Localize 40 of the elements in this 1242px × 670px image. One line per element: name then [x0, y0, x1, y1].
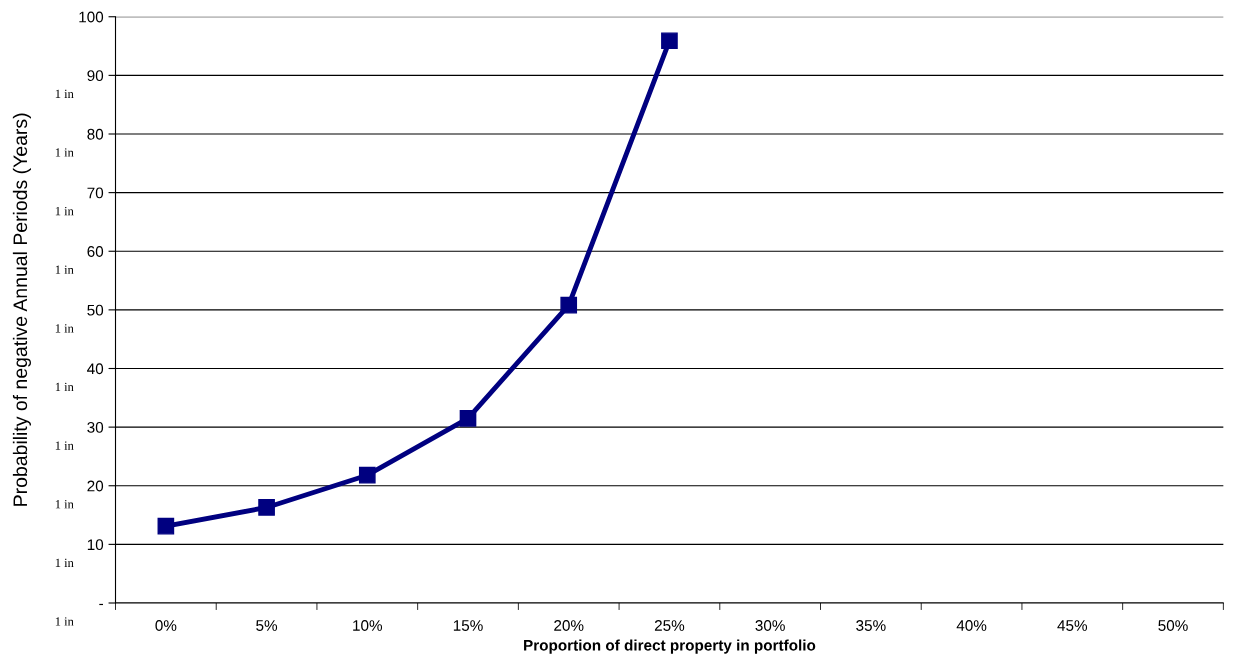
y-tick-label: 10 [87, 539, 104, 551]
x-tick-label: 0% [155, 620, 177, 631]
text: 1 in [55, 558, 74, 567]
text: 1 in [55, 324, 74, 333]
y-tick-label: 30 [87, 421, 104, 433]
y-tick-label: 70 [87, 187, 104, 199]
text: 1 in [55, 617, 74, 626]
y-tick-label: 20 [87, 480, 104, 492]
point [157, 517, 175, 535]
x-tick-label: 10% [353, 620, 383, 631]
x-tick-label: 40% [956, 620, 987, 631]
x-tick-label: 5% [256, 620, 278, 631]
text: 1 in [55, 382, 74, 392]
point [661, 32, 678, 50]
y-tick-label: 80 [87, 128, 104, 140]
x-tick-label: 30% [755, 620, 785, 631]
x-tick-label: 25% [654, 620, 685, 631]
text: 1 in [55, 89, 74, 98]
x-tick-label: 20% [554, 620, 584, 631]
text: 1 in [55, 441, 74, 450]
y-tick-label: 90 [87, 70, 104, 82]
y-tick-label: 100 [79, 11, 104, 23]
y-axis-title: Probability of negative Annual Periods (Years) [12, 113, 31, 506]
y-tick-label: 60 [87, 246, 104, 257]
x-tick-label: 35% [856, 620, 886, 631]
x-tick-label: 45% [1057, 620, 1088, 631]
point [560, 296, 578, 314]
text: 1 in [55, 148, 74, 157]
point [358, 466, 376, 484]
y-tick-label: 50 [87, 304, 104, 316]
point [258, 499, 275, 516]
point [459, 409, 477, 427]
x-tick-label: 15% [453, 620, 483, 631]
text: 1 in [55, 206, 74, 216]
y-tick-label: 40 [87, 363, 104, 375]
y-tick-label: - [99, 603, 104, 606]
text: 1 in [55, 265, 74, 274]
x-axis-title: Proportion of direct property in portfolio [524, 639, 816, 654]
text: 1 in [55, 500, 74, 509]
x-tick-label: 50% [1158, 620, 1188, 631]
